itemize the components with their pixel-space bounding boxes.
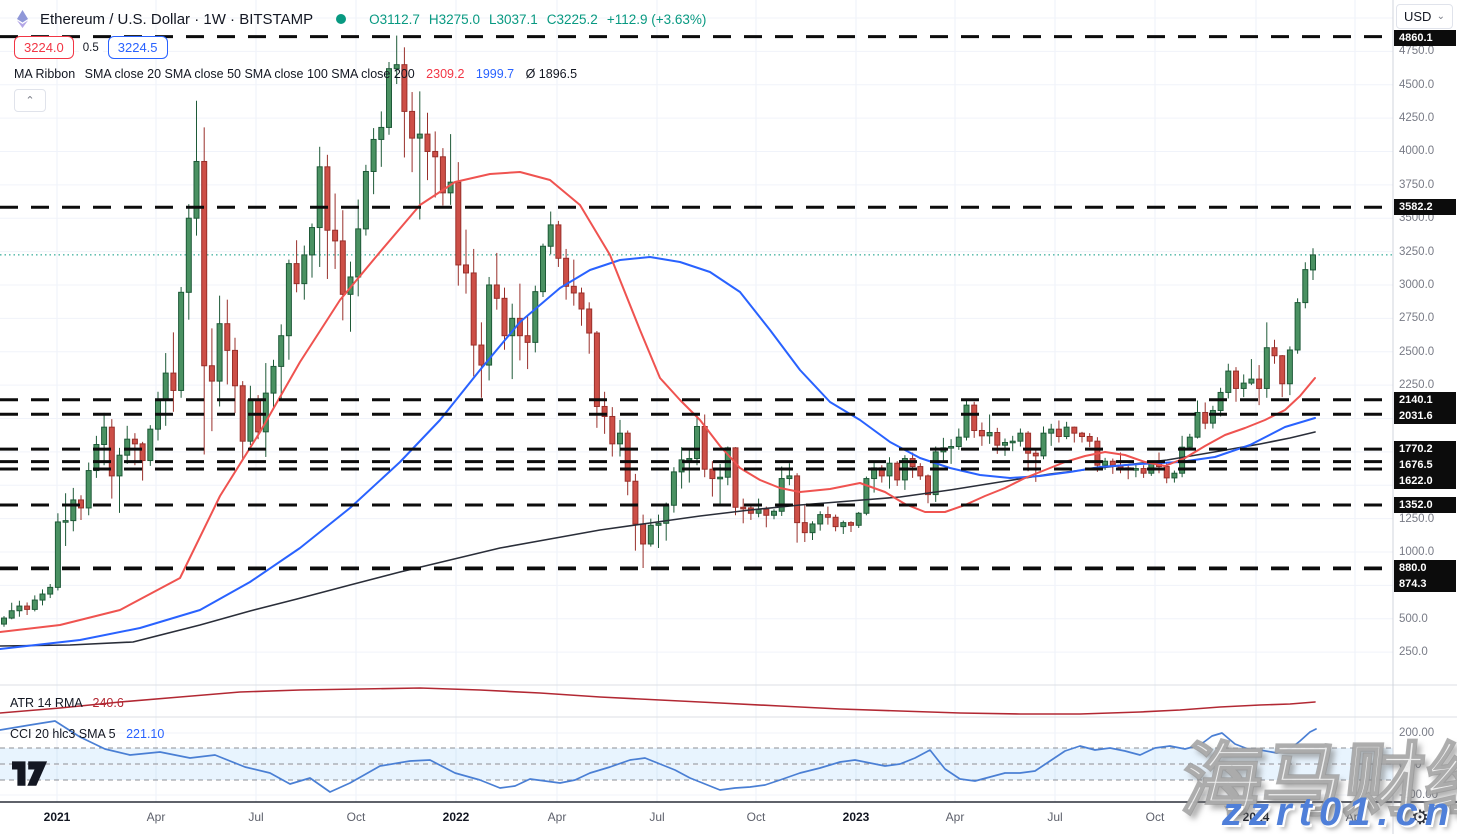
cci-tick-label: 0.00 <box>1399 759 1422 771</box>
price-tick-label: 4500.0 <box>1399 78 1435 91</box>
time-tick-label: Oct <box>1145 810 1165 824</box>
atr-value: 240.6 <box>92 696 124 710</box>
sma50-value: 1999.7 <box>475 67 515 81</box>
time-tick-label: Apr <box>146 810 166 824</box>
price-tick-label: 250.0 <box>1399 646 1428 659</box>
ohlc-values: O3112.7 H3275.0 L3037.1 C3225.2 +112.9 (… <box>369 12 706 27</box>
price-level-tag: 874.3 <box>1394 576 1456 592</box>
price-tick-label: 1000.0 <box>1399 545 1435 558</box>
price-level-tag: 4860.1 <box>1394 30 1456 46</box>
price-level-tag: 3582.2 <box>1394 199 1456 215</box>
atr-legend[interactable]: ATR 14 RMA 240.6 <box>10 696 124 710</box>
ma-ribbon-title: MA Ribbon <box>14 67 76 81</box>
cci-tick-label: -200.00 <box>1399 789 1439 801</box>
ma-ribbon-params: SMA close 20 SMA close 50 SMA close 100 … <box>84 67 415 81</box>
price-level-tag: 880.0 <box>1394 560 1456 576</box>
market-status-dot[interactable] <box>336 14 347 24</box>
price-level-tag: 1676.5 <box>1394 457 1456 473</box>
ohlc-low: L3037.1 <box>488 11 538 27</box>
price-tick-label: 500.0 <box>1399 612 1428 625</box>
ohlc-close: C3225.2 <box>546 11 598 27</box>
price-tick-label: 2500.0 <box>1399 345 1435 358</box>
price-tick-label: 1250.0 <box>1399 512 1435 525</box>
watermark-site: zzrt01.cn <box>1222 790 1457 834</box>
price-level-tag: 1770.2 <box>1394 441 1456 457</box>
time-tick-label: 2022 <box>442 810 470 824</box>
chart-legend: Ethereum / U.S. Dollar · 1W · BITSTAMP O… <box>14 8 706 112</box>
time-tick-label: 2024 <box>1242 810 1270 824</box>
buy-button[interactable]: 3224.5 <box>107 36 168 59</box>
quote-row: 3224.0 0.5 3224.5 <box>14 36 706 59</box>
cci-label: CCI 20 hlc3 SMA 5 <box>10 727 116 741</box>
price-tick-label: 3250.0 <box>1399 245 1435 258</box>
price-tick-label: 2750.0 <box>1399 312 1435 325</box>
price-tick-label: 2250.0 <box>1399 379 1435 392</box>
chevron-up-icon: ⌃ <box>25 95 35 107</box>
collapse-panel-button[interactable]: ⌃ <box>14 89 46 112</box>
time-tick-label: Jul <box>248 810 264 824</box>
ma-average-value: Ø 1896.5 <box>525 67 578 81</box>
cci-legend[interactable]: CCI 20 hlc3 SMA 5 221.10 <box>10 727 164 741</box>
price-tick-label: 3500.0 <box>1399 212 1435 225</box>
sell-button[interactable]: 3224.0 <box>14 36 74 59</box>
time-tick-label: Apr <box>1345 810 1365 824</box>
price-tick-label: 4000.0 <box>1399 145 1435 158</box>
price-level-tag: 1352.0 <box>1394 497 1456 513</box>
currency-select[interactable]: USD ⌄ <box>1396 4 1453 29</box>
price-level-tag: 1622.0 <box>1394 473 1456 489</box>
currency-label: USD <box>1404 9 1432 24</box>
time-tick-label: Oct <box>746 810 766 824</box>
time-tick-label: Apr <box>945 810 965 824</box>
cci-tick-label: 200.00 <box>1399 727 1435 739</box>
sma20-value: 2309.2 <box>426 67 465 81</box>
chevron-down-icon: ⌄ <box>1436 11 1445 22</box>
time-tick-label: Jul <box>1047 810 1063 824</box>
price-tick-label: 4250.0 <box>1399 112 1435 125</box>
cci-value: 221.10 <box>126 727 165 741</box>
ohlc-open: O3112.7 <box>369 11 420 27</box>
ma-ribbon-legend[interactable]: MA Ribbon SMA close 20 SMA close 50 SMA … <box>14 67 706 81</box>
time-tick-label: Oct <box>346 810 366 824</box>
price-tick-label: 3750.0 <box>1399 178 1435 191</box>
spread-value: 0.5 <box>78 41 103 54</box>
atr-label: ATR 14 RMA <box>10 696 83 710</box>
time-tick-label: Jul <box>649 810 665 824</box>
tradingview-logo[interactable] <box>12 760 48 793</box>
ohlc-high: H3275.0 <box>428 11 480 27</box>
time-tick-label: Apr <box>547 810 567 824</box>
price-tick-label: 4750.0 <box>1399 45 1435 58</box>
time-tick-label: 2021 <box>43 810 71 824</box>
symbol-title[interactable]: Ethereum / U.S. Dollar · 1W · BITSTAMP <box>40 10 314 28</box>
symbol-row[interactable]: Ethereum / U.S. Dollar · 1W · BITSTAMP O… <box>14 8 706 30</box>
time-tick-label: 2023 <box>842 810 870 824</box>
ethereum-icon <box>17 10 28 28</box>
ohlc-change: +112.9 (+3.63%) <box>606 11 707 27</box>
price-level-tag: 2031.6 <box>1394 408 1456 424</box>
price-tick-label: 3000.0 <box>1399 278 1435 291</box>
price-level-tag: 2140.1 <box>1394 392 1456 408</box>
gear-icon[interactable]: ⚙ <box>1411 807 1429 829</box>
